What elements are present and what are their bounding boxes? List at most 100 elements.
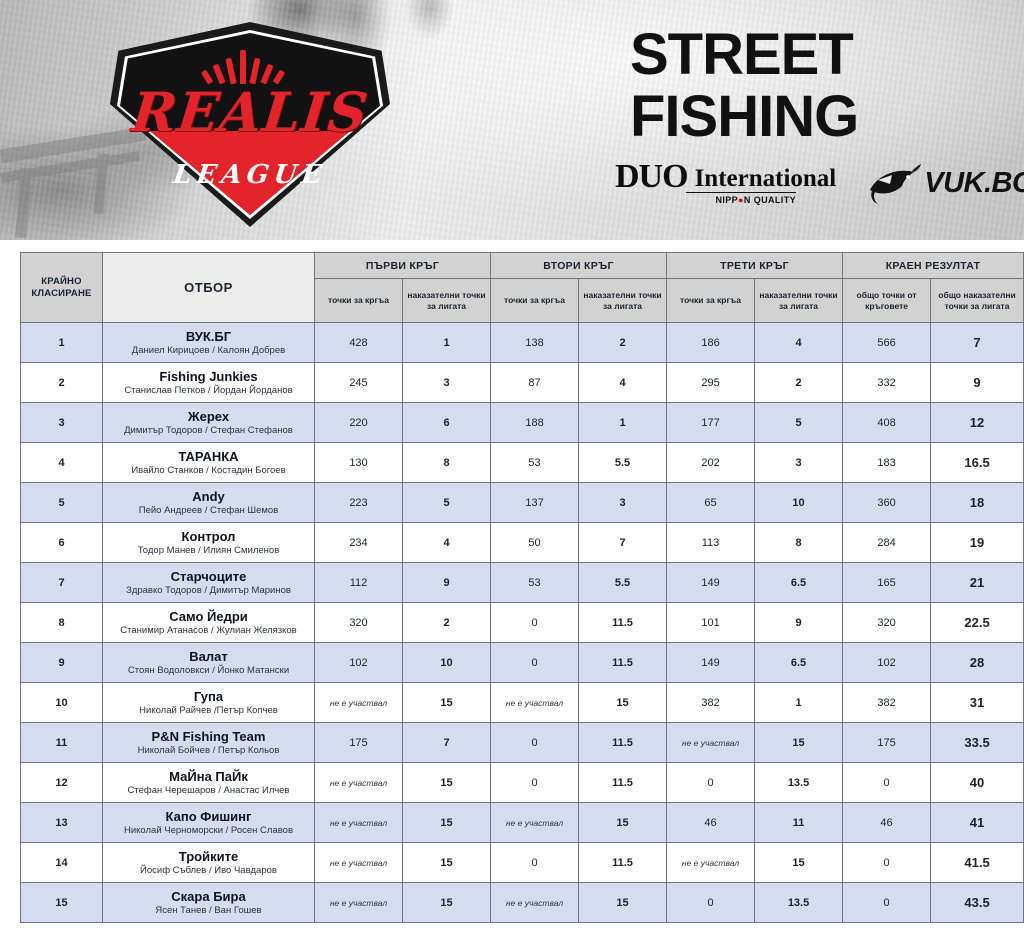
cell-round3-penalty: 4 xyxy=(754,322,844,363)
cell-round2-penalty: 1 xyxy=(578,402,668,443)
team-name: МаЙна ПаЙк xyxy=(169,768,248,784)
cell-round2-penalty: 4 xyxy=(578,362,668,403)
cell-team: Fishing Junkies Станислав Петков / Йордан… xyxy=(102,362,315,403)
header-final-ranking-line2: КЛАСИРАНЕ xyxy=(31,287,92,299)
cell-round3-points: не е участвал xyxy=(666,842,756,883)
cell-round1-points: 223 xyxy=(314,482,403,523)
header-total-penalty-line2: точки за лигата xyxy=(944,300,1010,311)
cell-round2-points: 0 xyxy=(490,842,580,883)
cell-rank: 15 xyxy=(20,882,103,923)
cell-round1-penalty: 15 xyxy=(401,882,492,923)
cell-rank: 1 xyxy=(20,322,103,363)
header-sub-row: точки за кргъа наказателни точки за лига… xyxy=(21,278,1024,323)
cell-round3-points: 65 xyxy=(666,482,756,523)
cell-rank: 3 xyxy=(20,402,103,443)
team-players: Йосиф Съблев / Иво Чавдаров xyxy=(140,864,277,876)
cell-total-penalty: 16.5 xyxy=(930,442,1024,483)
cell-round1-points: не е участвал xyxy=(314,882,403,923)
title-line-fishing: FISHING xyxy=(630,84,859,149)
cell-round3-penalty: 1 xyxy=(754,682,844,723)
cell-total-points: 0 xyxy=(842,762,932,803)
duo-international-logo: DUO International NIPP●N QUALITY xyxy=(615,157,836,205)
header-round-3: ТРЕТИ КРЪГ xyxy=(666,252,844,279)
cell-round3-points: 382 xyxy=(666,682,756,723)
table-row: 10 Гупа Николай Райчев /Петър Копчев не е у… xyxy=(20,682,1024,723)
cell-total-points: 566 xyxy=(842,322,932,363)
cell-round1-penalty: 15 xyxy=(401,762,492,803)
team-name: Валат xyxy=(189,648,228,664)
logo-sub-text: LEAGUE xyxy=(171,160,329,190)
cell-total-points: 360 xyxy=(842,482,932,523)
cell-round2-points: не е участвал xyxy=(490,682,580,723)
did-not-participate-label: не е участвал xyxy=(505,697,564,708)
cell-round1-penalty: 9 xyxy=(401,562,492,603)
cell-round1-points: 234 xyxy=(314,522,403,563)
cell-total-points: 46 xyxy=(842,802,932,843)
team-players: Здравко Тодоров / Димитър Маринов xyxy=(126,584,291,596)
cell-round3-penalty: 6.5 xyxy=(754,642,844,683)
cell-team: Валат Стоян Водоловкси / Йонко Матански xyxy=(102,642,315,683)
cell-rank: 14 xyxy=(20,842,103,883)
table-row: 12 МаЙна ПаЙк Стефан Черешаров / Анастас И… xyxy=(20,762,1024,803)
standings-table-container: КРАЙНО КЛАСИРАНЕ ОТБОР ПЪРВИ КРЪГ ВТОРИ … xyxy=(0,240,1024,923)
cell-round1-points: 320 xyxy=(314,602,403,643)
cell-round3-penalty: 13.5 xyxy=(754,762,844,803)
header-round-2: ВТОРИ КРЪГ xyxy=(490,252,668,279)
cell-round3-points: 149 xyxy=(666,562,756,603)
cell-round1-penalty: 15 xyxy=(401,842,492,883)
header-final-ranking-line1: КРАЙНО xyxy=(41,275,82,287)
cell-round2-points: 0 xyxy=(490,762,580,803)
cell-round2-penalty: 11.5 xyxy=(578,642,668,683)
cell-round2-penalty: 2 xyxy=(578,322,668,363)
fish-icon xyxy=(864,160,922,206)
header-round-1: ПЪРВИ КРЪГ xyxy=(313,252,492,279)
cell-round3-penalty: 5 xyxy=(754,402,844,443)
header-total-points-line1: общо точки от xyxy=(856,289,917,300)
table-row: 15 Скара Бира Ясен Танев / Ван Гошев не е у… xyxy=(20,882,1024,923)
header-r3-penalty-line2: за лигата xyxy=(779,300,819,311)
cell-total-penalty: 41.5 xyxy=(930,842,1024,883)
did-not-participate-label: не е участвал xyxy=(329,817,388,828)
team-name: Старчоците xyxy=(170,568,247,584)
cell-round1-penalty: 5 xyxy=(401,482,492,523)
team-players: Ивайло Станков / Костадин Богоев xyxy=(131,464,286,476)
cell-round3-penalty: 6.5 xyxy=(754,562,844,603)
header-r3-penalty: наказателни точки за лигата xyxy=(754,278,844,323)
banner-title: STREET FISHING xyxy=(630,26,1010,146)
cell-team: Тройките Йосиф Съблев / Иво Чавдаров xyxy=(102,842,315,883)
cell-team: ВУК.БГ Даниел Кирицоев / Калоян Добрев xyxy=(102,322,315,363)
title-line-street: STREET xyxy=(630,22,854,87)
cell-round3-points: не е участвал xyxy=(666,722,756,763)
cell-rank: 10 xyxy=(20,682,103,723)
cell-total-penalty: 31 xyxy=(930,682,1024,723)
did-not-participate-label: не е участвал xyxy=(329,697,388,708)
team-players: Николай Бойчев / Петър Кольов xyxy=(137,744,280,756)
cell-total-points: 102 xyxy=(842,642,932,683)
duo-wordmark: DUO xyxy=(615,157,689,195)
cell-team: Жерех Димитър Тодоров / Стефан Стефанов xyxy=(102,402,315,443)
team-players: Даниел Кирицоев / Калоян Добрев xyxy=(131,344,286,356)
cell-round1-points: 175 xyxy=(314,722,403,763)
cell-round2-points: 0 xyxy=(490,722,580,763)
cell-team: Andy Пейо Андреев / Стефан Шемов xyxy=(102,482,315,523)
cell-round2-penalty: 11.5 xyxy=(578,762,668,803)
cell-round3-penalty: 15 xyxy=(754,842,844,883)
did-not-participate-label: не е участвал xyxy=(329,857,388,868)
cell-round3-points: 113 xyxy=(666,522,756,563)
table-row: 13 Капо Фишинг Николай Черноморски / Росен… xyxy=(20,802,1024,843)
cell-total-points: 165 xyxy=(842,562,932,603)
duo-tagline-pre: NIPP xyxy=(715,194,739,205)
cell-team: МаЙна ПаЙк Стефан Черешаров / Анастас Илч… xyxy=(102,762,315,803)
header-r3-penalty-line1: наказателни точки xyxy=(759,289,838,300)
team-players: Димитър Тодоров / Стефан Стефанов xyxy=(124,424,293,436)
cell-total-penalty: 18 xyxy=(930,482,1024,523)
did-not-participate-label: не е участвал xyxy=(329,897,388,908)
cell-team: Скара Бира Ясен Танев / Ван Гошев xyxy=(102,882,315,923)
team-name: Капо Фишинг xyxy=(165,808,252,824)
cell-total-penalty: 21 xyxy=(930,562,1024,603)
cell-round2-points: 0 xyxy=(490,602,580,643)
table-row: 2 Fishing Junkies Станислав Петков / Йорда… xyxy=(20,362,1024,403)
cell-total-penalty: 22.5 xyxy=(930,602,1024,643)
cell-rank: 12 xyxy=(20,762,103,803)
team-name: Контрол xyxy=(181,528,236,544)
